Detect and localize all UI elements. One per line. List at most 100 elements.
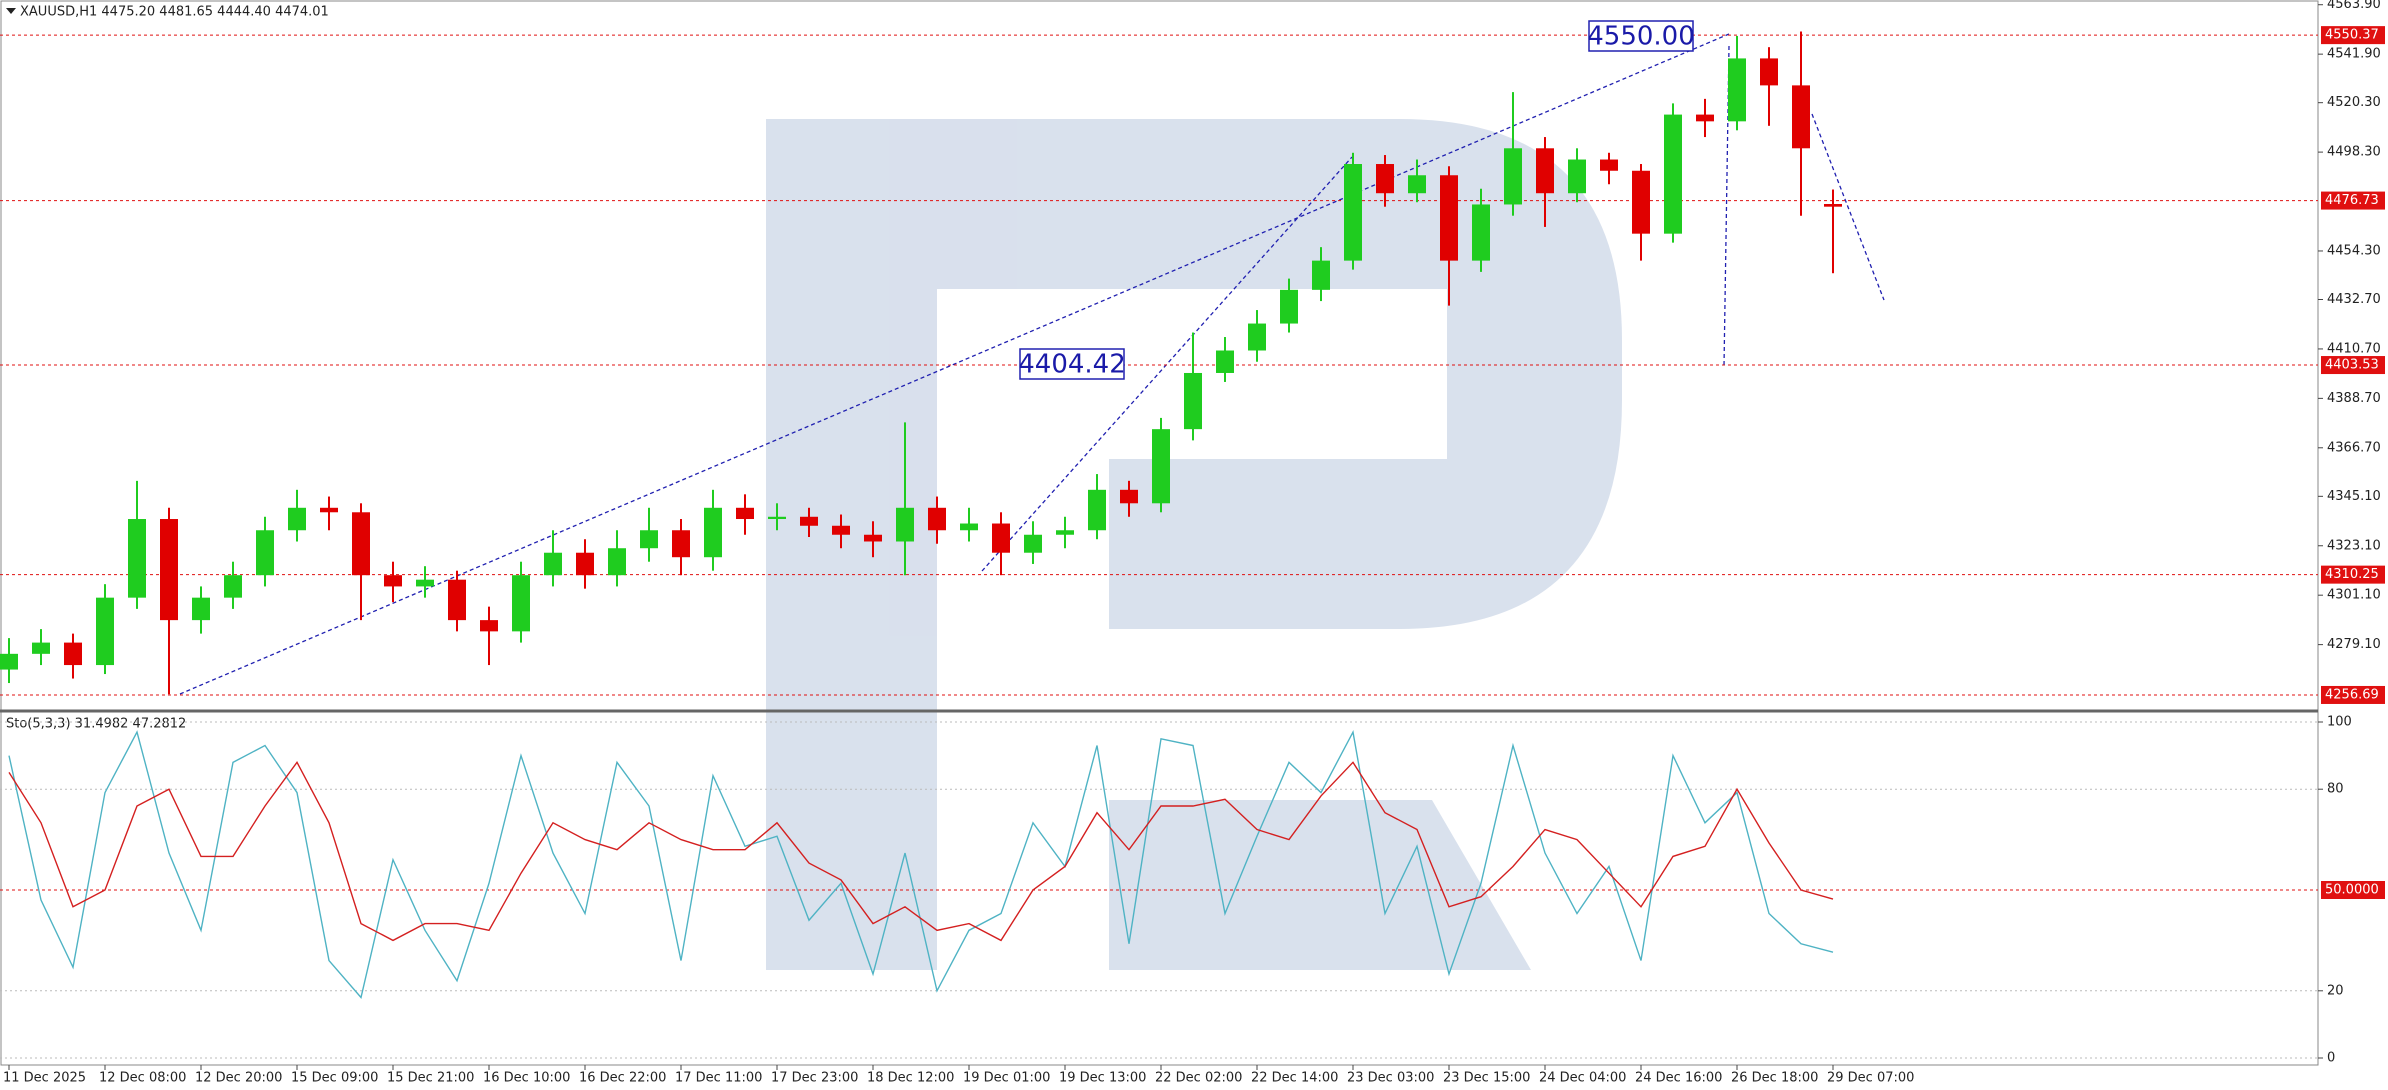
candle-body	[1376, 164, 1394, 194]
y-tick-label: 0	[2327, 1051, 2335, 1066]
x-tick-label: 17 Dec 11:00	[675, 1071, 762, 1086]
logo-stem	[766, 119, 937, 970]
candle-body	[800, 516, 818, 526]
candle-body	[448, 579, 466, 621]
candle-body	[96, 597, 114, 666]
candle-body	[864, 534, 882, 542]
level-label: 4256.69	[2325, 687, 2379, 702]
level-label-box	[2321, 685, 2385, 704]
y-tick-label: 4498.30	[2327, 145, 2381, 160]
candle-body	[672, 530, 690, 558]
candle-body	[736, 507, 754, 520]
indicator-title: Sto(5,3,3) 31.4982 47.2812	[6, 717, 186, 732]
level-label-box	[2321, 26, 2385, 45]
candle-body	[1600, 159, 1618, 171]
candle-body	[768, 516, 786, 520]
y-tick-label: 4520.30	[2327, 95, 2381, 110]
level-label-box	[2321, 881, 2385, 899]
candle-body	[1792, 85, 1810, 149]
candle-body	[1024, 534, 1042, 553]
candle-body	[1248, 323, 1266, 351]
annotation-box	[1019, 348, 1125, 380]
candle-body	[1472, 204, 1490, 261]
trend-lines	[179, 33, 1885, 695]
candle-body	[1504, 148, 1522, 205]
candle-body	[1440, 175, 1458, 261]
candle-body	[1760, 58, 1778, 86]
level-label-box	[2321, 356, 2385, 375]
y-tick-label: 4410.70	[2327, 341, 2381, 356]
candle-body	[1632, 170, 1650, 234]
x-tick-label: 22 Dec 02:00	[1155, 1071, 1242, 1086]
x-tick-label: 23 Dec 03:00	[1347, 1071, 1434, 1086]
y-tick-label: 4541.90	[2327, 47, 2381, 62]
candle-body	[608, 548, 626, 576]
candle-body	[1184, 372, 1202, 430]
candle-body	[64, 642, 82, 666]
candle-body	[1696, 114, 1714, 122]
y-tick-label: 4388.70	[2327, 391, 2381, 406]
x-tick-label: 18 Dec 12:00	[867, 1071, 954, 1086]
y-tick-label: 4301.10	[2327, 588, 2381, 603]
x-tick-label: 12 Dec 20:00	[195, 1071, 282, 1086]
annotation-box	[1588, 20, 1694, 52]
candle-body	[640, 530, 658, 549]
candle-body	[1216, 350, 1234, 373]
x-tick-label: 17 Dec 23:00	[771, 1071, 858, 1086]
indicator-line	[8, 729, 1834, 1000]
candle-body	[352, 512, 370, 576]
candle-body	[160, 519, 178, 621]
level-label-box	[2321, 565, 2385, 584]
trend-line	[1723, 45, 1730, 367]
candle-body	[0, 653, 18, 670]
candle-body	[1088, 489, 1106, 531]
x-tick-label: 26 Dec 18:00	[1731, 1071, 1818, 1086]
candle-body	[480, 620, 498, 632]
x-tick-label: 15 Dec 21:00	[387, 1071, 474, 1086]
x-tick-label: 24 Dec 16:00	[1635, 1071, 1722, 1086]
candle-body	[512, 575, 530, 632]
watermark-logo	[766, 119, 1622, 970]
y-tick-label: 4345.10	[2327, 489, 2381, 504]
y-tick-label: 4366.70	[2327, 440, 2381, 455]
candle-body	[384, 575, 402, 587]
candle-body	[1280, 289, 1298, 324]
trend-line	[179, 33, 1730, 695]
candle-body	[1568, 159, 1586, 194]
candle-body	[1344, 164, 1362, 261]
x-tick-label: 12 Dec 08:00	[99, 1071, 186, 1086]
y-tick-label: 4432.70	[2327, 292, 2381, 307]
candle-body	[960, 523, 978, 531]
menu-triangle	[6, 8, 16, 14]
level-label: 4310.25	[2325, 567, 2379, 582]
trend-line	[1811, 113, 1885, 301]
level-label: 4403.53	[2325, 358, 2379, 373]
y-tick-label: 4279.10	[2327, 637, 2381, 652]
y-tick-label: 4323.10	[2327, 538, 2381, 553]
x-tick-label: 19 Dec 13:00	[1059, 1071, 1146, 1086]
x-tick-label: 19 Dec 01:00	[963, 1071, 1050, 1086]
candle-body	[1536, 148, 1554, 194]
level-label: 4476.73	[2325, 193, 2379, 208]
annotation-label: 4404.42	[1018, 350, 1126, 380]
y-tick-label: 20	[2327, 983, 2344, 998]
candle-body	[288, 507, 306, 531]
x-tick-label: 22 Dec 14:00	[1251, 1071, 1338, 1086]
candle-body	[896, 507, 914, 542]
candle-body	[1312, 260, 1330, 290]
candle-body	[128, 519, 146, 598]
x-tick-label: 16 Dec 22:00	[579, 1071, 666, 1086]
x-tick-label: 15 Dec 09:00	[291, 1071, 378, 1086]
candle-body	[224, 575, 242, 598]
candle-body	[1408, 175, 1426, 194]
y-tick-label: 4454.30	[2327, 243, 2381, 258]
candle-body	[320, 507, 338, 513]
candle-body	[1664, 114, 1682, 234]
level-label-box	[2321, 191, 2385, 210]
symbol-title: XAUUSD,H1 4475.20 4481.65 4444.40 4474.0…	[20, 5, 329, 20]
candle-body	[1824, 204, 1842, 207]
candle-body	[704, 507, 722, 558]
candle-body	[256, 530, 274, 576]
y-tick-label: 80	[2327, 782, 2344, 797]
